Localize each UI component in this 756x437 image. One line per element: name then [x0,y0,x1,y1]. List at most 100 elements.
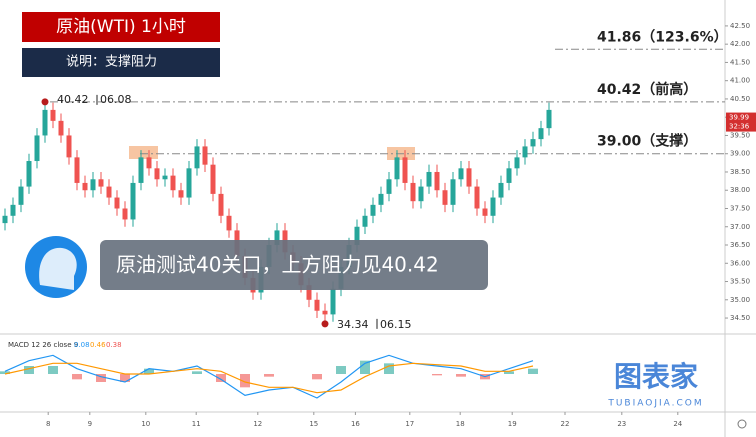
candle-body [522,146,528,158]
macd-histogram-bar [384,363,394,374]
candle-body [66,135,72,158]
candle-body [490,197,496,216]
candle-body [434,171,440,191]
candle-body [210,164,216,194]
level-label: 41.86（123.6%） [597,29,728,45]
macd-histogram-bar [48,366,58,374]
candle-body [98,179,104,187]
y-tick-label: 41.00 [730,77,750,85]
y-tick-label: 35.00 [730,296,750,304]
candle-body [418,186,424,202]
candle-body [122,208,128,220]
watermark-title: 图表家 [614,360,698,393]
x-tick-label: 18 [456,420,465,428]
candle-body [538,128,544,140]
y-tick-label: 34.50 [730,314,750,322]
candle-body [530,139,536,147]
candle-body [314,299,320,311]
y-tick-label: 36.00 [730,259,750,267]
low-marker-price: 34.34 [337,318,369,331]
macd-histogram-bar [336,366,346,374]
y-tick-label: 40.50 [730,95,750,103]
macd-histogram-bar [432,374,442,376]
candle-body [474,186,480,209]
x-tick-label: 12 [253,420,262,428]
candle-body [74,157,80,183]
y-tick-label: 35.50 [730,278,750,286]
macd-line [4,354,534,399]
candle-body [218,193,224,216]
candle-body [138,157,144,183]
x-tick-label: 22 [561,420,570,428]
macd-histogram-bar [72,374,82,380]
candle-body [378,193,384,205]
y-tick-label: 42.00 [730,40,750,48]
candle-body [42,109,48,136]
candle-body [426,171,432,187]
x-tick-label: 10 [141,420,150,428]
candle-body [162,175,168,180]
chart-title: 原油(WTI) 1小时 [56,17,186,37]
macd-histogram-bar [24,366,34,374]
candle-body [498,182,504,198]
candle-body [34,135,40,162]
candle-body [90,179,96,191]
x-tick-label: 9 [88,420,92,428]
candle-body [306,285,312,300]
candle-body [274,230,280,246]
x-tick-label: 8 [46,420,50,428]
candle-body [322,310,328,315]
subtitle-box [22,48,220,77]
candle-body [354,226,360,246]
candle-body [26,161,32,187]
last-price-label: 39.99 [729,114,749,122]
candle-body [106,186,112,198]
low-marker-date: 06.15 [380,318,412,331]
macd-readout: 0.08 [74,341,90,349]
x-tick-label: 24 [673,420,682,428]
y-tick-label: 38.00 [730,186,750,194]
macd-readout: 0.46 [90,341,106,349]
candle-body [130,182,136,220]
candle-body [386,179,392,194]
y-tick-label: 37.50 [730,204,750,212]
candle-body [50,109,56,121]
candle-body [450,179,456,205]
macd-line [4,362,534,394]
y-tick-label: 36.50 [730,241,750,249]
candle-body [330,288,336,315]
last-price-tag [726,112,756,132]
banner-box [100,240,488,290]
high-marker-date: 06.08 [100,93,132,106]
candle-body [114,197,120,209]
macd-histogram-bar [0,371,10,374]
candle-body [506,168,512,183]
macd-label: MACD 12 26 close 9 [8,341,78,349]
subtitle: 说明：支撑阻力 [66,55,157,70]
avatar-head [39,247,77,290]
level-label: 40.42（前高） [597,81,697,98]
high-marker [41,98,49,106]
title-box [22,12,220,42]
countdown-label: 32:36 [729,123,750,131]
candle-body [58,120,64,136]
watermark-url: TUBIAOJIA.COM [607,399,703,409]
low-marker [321,320,329,328]
candle-body [402,157,408,183]
x-tick-label: 16 [351,420,360,428]
macd-histogram-bar [528,368,538,374]
macd-histogram-bar [264,374,274,377]
macd-readout: 0.38 [106,341,122,349]
candle-body [362,215,368,227]
candle-body [410,182,416,202]
candle-body [154,168,160,180]
x-tick-label: 15 [309,420,318,428]
macd-histogram-bar [96,374,106,382]
y-tick-label: 42.50 [730,22,750,30]
settings-icon[interactable] [737,419,747,429]
level-label: 39.00（支撑） [597,133,697,150]
candle-body [170,175,176,191]
candle-body [482,208,488,216]
x-tick-label: 19 [508,420,517,428]
